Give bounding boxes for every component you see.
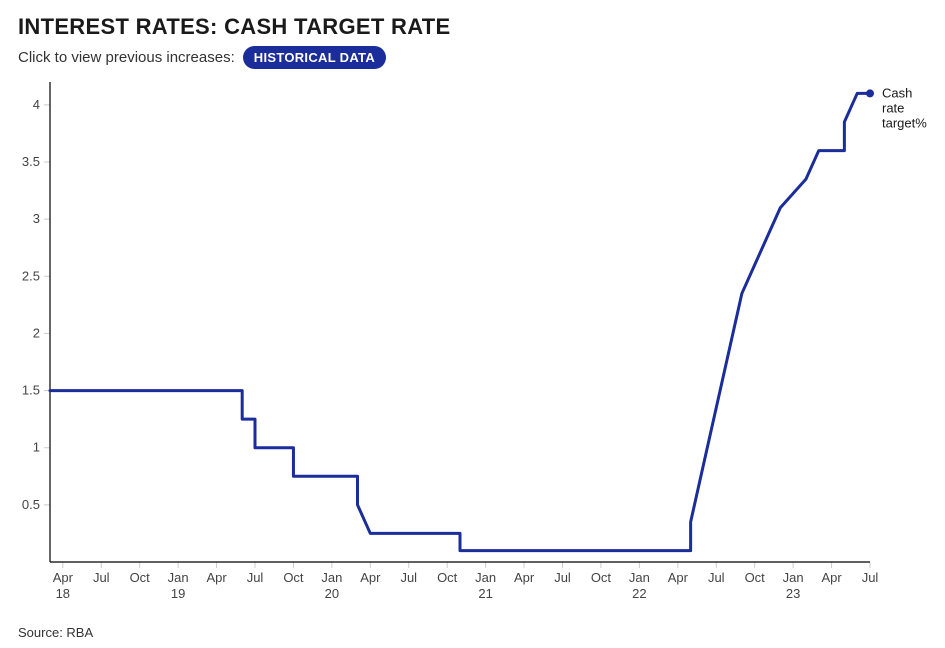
svg-text:Apr: Apr: [360, 570, 381, 585]
svg-text:Oct: Oct: [591, 570, 612, 585]
source-label: Source: RBA: [18, 625, 93, 640]
svg-text:19: 19: [171, 586, 185, 601]
chart-header: INTEREST RATES: CASH TARGET RATE Click t…: [0, 0, 945, 69]
svg-text:Apr: Apr: [668, 570, 689, 585]
svg-text:Apr: Apr: [206, 570, 227, 585]
svg-text:2: 2: [33, 325, 40, 340]
svg-text:Cash: Cash: [882, 85, 912, 100]
svg-text:Jul: Jul: [554, 570, 571, 585]
svg-text:Oct: Oct: [130, 570, 151, 585]
svg-text:23: 23: [786, 586, 800, 601]
svg-text:Oct: Oct: [437, 570, 458, 585]
chart-title: INTEREST RATES: CASH TARGET RATE: [18, 14, 927, 40]
svg-text:Jul: Jul: [862, 570, 879, 585]
svg-text:rate: rate: [882, 100, 904, 115]
svg-text:2.5: 2.5: [22, 268, 40, 283]
chart-area: 0.511.522.533.54Apr18JulOctJan19AprJulOc…: [0, 62, 945, 622]
svg-text:Jan: Jan: [321, 570, 342, 585]
chart-svg: 0.511.522.533.54Apr18JulOctJan19AprJulOc…: [0, 62, 945, 622]
svg-text:3.5: 3.5: [22, 154, 40, 169]
svg-text:18: 18: [56, 586, 70, 601]
svg-text:Apr: Apr: [514, 570, 535, 585]
svg-text:Jul: Jul: [93, 570, 110, 585]
svg-text:Apr: Apr: [53, 570, 74, 585]
svg-text:1.5: 1.5: [22, 383, 40, 398]
svg-text:4: 4: [33, 97, 40, 112]
svg-text:Oct: Oct: [745, 570, 766, 585]
svg-text:Jul: Jul: [708, 570, 725, 585]
svg-text:22: 22: [632, 586, 646, 601]
svg-text:21: 21: [478, 586, 492, 601]
svg-text:3: 3: [33, 211, 40, 226]
svg-text:20: 20: [325, 586, 339, 601]
svg-text:1: 1: [33, 440, 40, 455]
svg-text:Jul: Jul: [400, 570, 417, 585]
svg-text:target%: target%: [882, 115, 927, 130]
svg-text:Jan: Jan: [783, 570, 804, 585]
svg-text:Apr: Apr: [821, 570, 842, 585]
svg-text:Oct: Oct: [283, 570, 304, 585]
svg-text:Jan: Jan: [629, 570, 650, 585]
svg-text:Jan: Jan: [168, 570, 189, 585]
svg-text:Jan: Jan: [475, 570, 496, 585]
svg-text:Jul: Jul: [247, 570, 264, 585]
svg-text:0.5: 0.5: [22, 497, 40, 512]
